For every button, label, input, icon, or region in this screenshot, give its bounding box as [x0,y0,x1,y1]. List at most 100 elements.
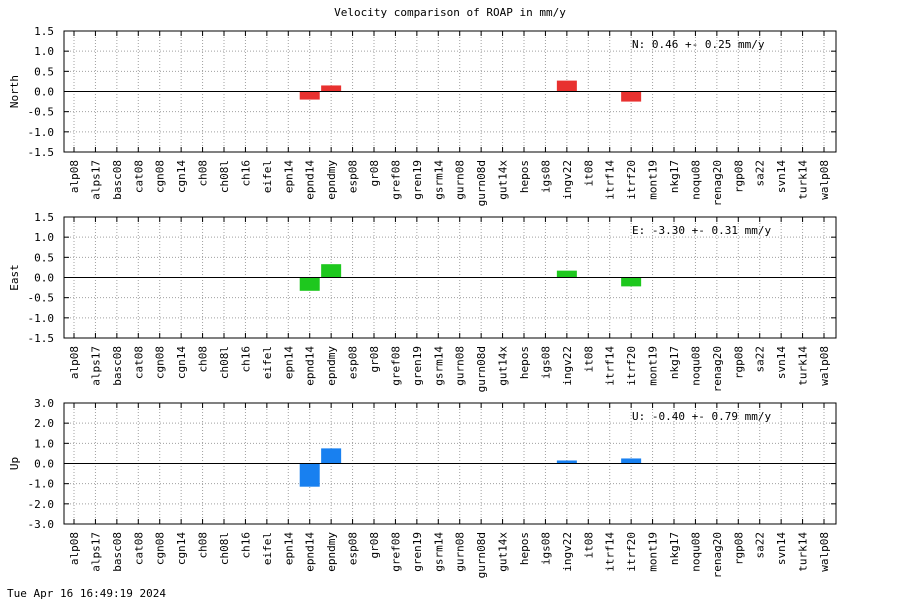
panel-east-ytick-label: -1.5 [28,332,55,345]
category-label: epnd14 [304,532,317,572]
category-label: noqu08 [689,160,702,200]
panel-east-ytick-label: 1.5 [34,211,54,224]
category-label: gut14x [497,160,510,200]
category-label: gr08 [368,160,381,187]
category-label: alps17 [89,160,102,200]
category-label: walp08 [818,532,831,572]
panel-east-ytick-label: 0.5 [34,251,54,264]
panel-north-ytick-label: 1.5 [34,25,54,38]
category-label: gurn08 [454,346,467,386]
category-label: alps17 [89,346,102,386]
category-label: gurn08 [454,160,467,200]
bar-epndmy [321,264,342,278]
category-label: igs08 [539,346,552,379]
category-label: esp08 [347,346,360,379]
bar-itrf20 [621,91,642,102]
bar-ingv22 [556,80,577,92]
category-label: gsrm14 [432,346,445,386]
y-axis-label: Up [8,457,21,470]
category-label: eifel [261,532,274,565]
category-label: itrf14 [604,346,617,386]
category-label: igs08 [539,160,552,193]
category-label: ingv22 [561,532,574,572]
category-label: itrf20 [625,532,638,572]
category-label: gsrm14 [432,160,445,200]
category-label: esp08 [347,532,360,565]
category-label: gurn08d [475,160,488,206]
bar-ingv22 [556,270,577,278]
bar-epnd14 [299,277,320,291]
category-label: gurn08 [454,532,467,572]
panel-north-ytick-label: 0.5 [34,65,54,78]
category-label: rgp08 [732,160,745,193]
panel-east-ytick-label: -1.0 [28,312,55,325]
category-label: turk14 [797,346,810,386]
bar-itrf20 [621,277,642,287]
y-axis-label: North [8,75,21,108]
category-label: mont19 [647,346,660,386]
category-label: walp08 [818,346,831,386]
category-label: renag20 [711,160,724,206]
category-label: it08 [582,532,595,559]
category-label: ch08 [197,160,210,187]
category-label: svn14 [775,532,788,565]
category-label: ch08 [197,346,210,373]
category-label: ingv22 [561,160,574,200]
category-label: cat08 [132,532,145,565]
category-label: it08 [582,160,595,187]
category-label: ch08l [218,160,231,193]
panel-north-ytick-label: -1.5 [28,146,55,159]
category-label: epn14 [282,160,295,193]
category-label: svn14 [775,346,788,379]
category-label: epndmy [325,532,338,572]
panel-north-ytick-label: -0.5 [28,106,55,119]
panel-north-ytick-label: 1.0 [34,45,54,58]
category-label: alp08 [68,346,81,379]
category-label: gut14x [497,346,510,386]
category-label: gurn08d [475,346,488,392]
category-label: itrf20 [625,160,638,200]
category-label: basc08 [111,346,124,386]
category-label: cat08 [132,346,145,379]
category-label: alp08 [68,160,81,193]
panel-up-ytick-label: -3.0 [28,518,55,531]
category-label: esp08 [347,160,360,193]
velocity-annotation: N: 0.46 +- 0.25 mm/y [632,38,765,51]
velocity-annotation: E: -3.30 +- 0.31 mm/y [632,224,771,237]
panel-up-ytick-label: 3.0 [34,397,54,410]
category-label: gsrm14 [432,532,445,572]
category-label: it08 [582,346,595,373]
category-label: mont19 [647,532,660,572]
panel-up-ytick-label: -1.0 [28,478,55,491]
category-label: hepos [518,532,531,565]
category-label: nkg17 [668,532,681,565]
category-label: ch08 [197,532,210,559]
category-label: epndmy [325,160,338,200]
category-label: gut14x [497,532,510,572]
category-label: alp08 [68,532,81,565]
category-label: epndmy [325,346,338,386]
category-label: nkg17 [668,346,681,379]
bar-itrf20 [621,458,642,464]
panel-up-ytick-label: -2.0 [28,498,55,511]
category-label: gren19 [411,160,424,200]
category-label: gref08 [389,160,402,200]
panel-east-ytick-label: 0.0 [34,272,54,285]
bar-epndmy [321,85,342,92]
panel-north-ytick-label: -1.0 [28,126,55,139]
y-axis-label: East [8,264,21,291]
category-label: walp08 [818,160,831,200]
category-label: gurn08d [475,532,488,578]
category-label: ingv22 [561,346,574,386]
category-label: epnd14 [304,160,317,200]
panel-east-frame [63,216,837,339]
bar-epndmy [321,448,342,464]
panel-north-ytick-label: 0.0 [34,86,54,99]
timestamp: Tue Apr 16 16:49:19 2024 [7,587,166,600]
category-label: epnd14 [304,346,317,386]
panel-up-ytick-label: 0.0 [34,458,54,471]
category-label: igs08 [539,532,552,565]
category-label: nkg17 [668,160,681,193]
category-label: hepos [518,346,531,379]
